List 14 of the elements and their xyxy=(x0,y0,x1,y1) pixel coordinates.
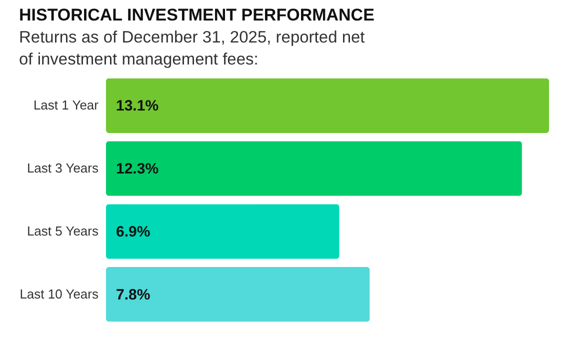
bar xyxy=(106,204,340,259)
y-tick-label: Last 1 Year xyxy=(33,98,100,113)
y-tick-label: Last 10 Years xyxy=(20,286,99,302)
bar xyxy=(106,141,522,196)
data-label: 6.9% xyxy=(116,223,150,240)
bar xyxy=(106,78,549,133)
chart-subtitle: Returns as of December 31, 2025, reported net of investment management fees: xyxy=(18,28,366,68)
y-tick-label: Last 5 Years xyxy=(26,223,99,238)
data-label: 13.1% xyxy=(116,98,159,115)
data-label: 12.3% xyxy=(116,160,159,178)
bar xyxy=(106,267,370,322)
y-tick-label: Last 3 Years xyxy=(26,160,99,176)
data-label: 7.8% xyxy=(116,286,150,304)
chart-title: HISTORICAL INVESTMENT PERFORMANCE xyxy=(18,6,374,24)
